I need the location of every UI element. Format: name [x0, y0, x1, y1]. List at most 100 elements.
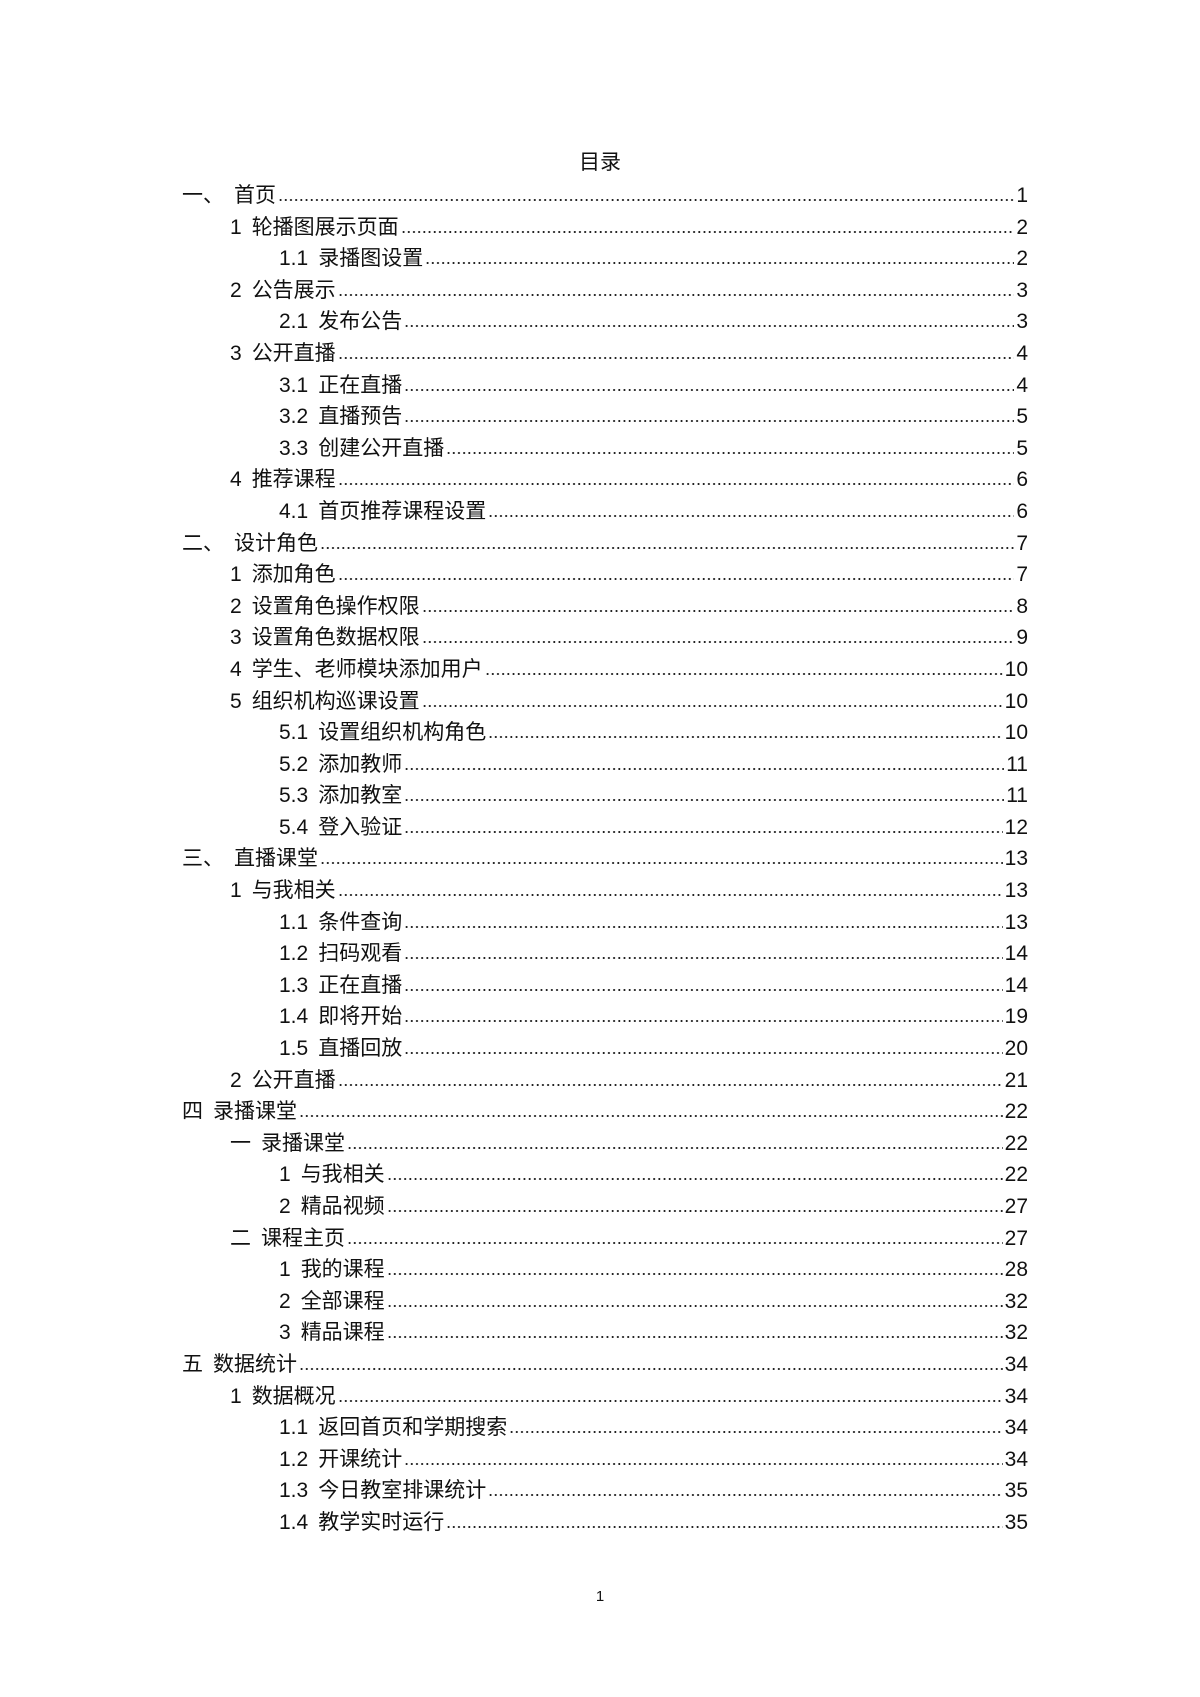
toc-entry[interactable]: 一、 首页 1 [182, 180, 1028, 212]
toc-entry[interactable]: 5.2 添加教师 11 [182, 749, 1028, 781]
toc-entry-page: 28 [1004, 1258, 1028, 1282]
toc-entry-page: 5 [1016, 436, 1028, 460]
toc-entry[interactable]: 1 轮播图展示页面 2 [182, 212, 1028, 244]
toc-entry[interactable]: 3 设置角色数据权限 9 [182, 622, 1028, 654]
toc-entry-number: 1 [279, 1163, 291, 1187]
dot-leader [347, 1240, 1003, 1245]
toc-entry[interactable]: 1.4 即将开始 19 [182, 1001, 1028, 1033]
toc-entry-text: 我的课程 [300, 1258, 385, 1282]
toc-entry[interactable]: 1 数据概况 34 [182, 1381, 1028, 1413]
dot-leader [386, 1272, 1003, 1277]
toc-entry[interactable]: 3.3 创建公开直播 5 [182, 433, 1028, 465]
dot-leader [446, 1524, 1003, 1529]
toc-entry-number: 5.1 [279, 721, 309, 745]
dot-leader [488, 1493, 1003, 1498]
dot-leader [488, 735, 1003, 740]
toc-entry-number: 1.4 [279, 1005, 309, 1029]
toc-entry[interactable]: 2 公告展示 3 [182, 275, 1028, 307]
toc-entry-text: 添加教师 [318, 752, 403, 776]
toc-entry[interactable]: 3.1 正在直播 4 [182, 370, 1028, 402]
toc-entry[interactable]: 1 我的课程 28 [182, 1254, 1028, 1286]
toc-entry-text: 即将开始 [318, 1005, 403, 1029]
toc-entry-number: 一、 [182, 184, 224, 207]
toc-entry[interactable]: 4.1 首页推荐课程设置 6 [182, 496, 1028, 528]
toc-entry[interactable]: 1.2 开课统计 34 [182, 1444, 1028, 1476]
dot-leader [484, 671, 1003, 676]
toc-entry[interactable]: 2.1 发布公告 3 [182, 306, 1028, 338]
dot-leader [386, 1303, 1003, 1308]
toc-entry[interactable]: 五数据统计 34 [182, 1349, 1028, 1381]
toc-entry-page: 1 [1016, 184, 1028, 207]
toc-entry[interactable]: 4 学生、老师模块添加用户 10 [182, 654, 1028, 686]
toc-entry[interactable]: 2 全部课程 32 [182, 1286, 1028, 1318]
toc-entry[interactable]: 1.1 条件查询 13 [182, 907, 1028, 939]
toc-entry[interactable]: 3 精品课程 32 [182, 1317, 1028, 1349]
toc-entry-page: 4 [1016, 373, 1028, 397]
toc-entry-text: 全部课程 [300, 1289, 385, 1313]
toc-entry-page: 35 [1004, 1479, 1028, 1503]
toc-entry-text: 公开直播 [251, 1068, 336, 1092]
toc-entry-number: 3.2 [279, 405, 309, 429]
toc-entry-page: 32 [1004, 1289, 1028, 1313]
dot-leader [337, 1082, 1003, 1087]
dot-leader [386, 1335, 1003, 1340]
dot-leader [320, 861, 1003, 866]
toc-entry-text: 数据统计 [213, 1352, 297, 1376]
toc-entry[interactable]: 1.3 正在直播 14 [182, 970, 1028, 1002]
toc-entry[interactable]: 4 推荐课程 6 [182, 464, 1028, 496]
toc-entry-page: 10 [1004, 657, 1028, 681]
toc-entry[interactable]: 三、 直播课堂 13 [182, 843, 1028, 875]
toc-entry-text: 开课统计 [318, 1447, 403, 1471]
toc-entry[interactable]: 四录播课堂 22 [182, 1096, 1028, 1128]
dot-leader [404, 1461, 1003, 1466]
toc-entry-text: 今日教室排课统计 [318, 1479, 487, 1503]
toc-entry[interactable]: 1.2 扫码观看 14 [182, 938, 1028, 970]
toc-entry-text: 设置角色数据权限 [251, 626, 420, 650]
toc-entry-page: 34 [1004, 1416, 1028, 1440]
toc-entry[interactable]: 5.3 添加教室 11 [182, 780, 1028, 812]
toc-entry-text: 推荐课程 [251, 468, 336, 492]
toc-entry[interactable]: 2 设置角色操作权限 8 [182, 591, 1028, 623]
toc-entry-number: 5 [230, 689, 242, 713]
toc-entry[interactable]: 1 与我相关 13 [182, 875, 1028, 907]
toc-entry[interactable]: 1.5 直播回放 20 [182, 1033, 1028, 1065]
toc-entry-page: 14 [1004, 942, 1028, 966]
toc-entry[interactable]: 2 精品视频 27 [182, 1191, 1028, 1223]
toc-entry[interactable]: 2 公开直播 21 [182, 1065, 1028, 1097]
toc-entry[interactable]: 1.1 录播图设置 2 [182, 243, 1028, 275]
toc-entry-number: 2 [279, 1195, 291, 1218]
toc-entry[interactable]: 5.1 设置组织机构角色 10 [182, 717, 1028, 749]
dot-leader [404, 956, 1003, 961]
dot-leader [337, 893, 1003, 898]
toc-entry-page: 19 [1004, 1005, 1028, 1029]
toc-entry-page: 34 [1004, 1384, 1028, 1408]
toc-entry[interactable]: 二课程主页 27 [182, 1223, 1028, 1255]
toc-entry-number: 一 [230, 1131, 251, 1155]
dot-leader [404, 987, 1003, 992]
toc-entry-text: 设置角色操作权限 [251, 594, 420, 618]
toc-entry-text: 课程主页 [261, 1226, 345, 1250]
toc-entry-number: 二 [230, 1226, 251, 1250]
toc-entry[interactable]: 1 添加角色 7 [182, 559, 1028, 591]
toc-entry[interactable]: 5 组织机构巡课设置 10 [182, 686, 1028, 718]
toc-entry-text: 返回首页和学期搜索 [318, 1416, 508, 1440]
toc-entry[interactable]: 5.4 登入验证 12 [182, 812, 1028, 844]
toc-entry-page: 8 [1016, 594, 1028, 618]
toc-entry-page: 5 [1016, 405, 1028, 429]
toc-entry[interactable]: 1.3 今日教室排课统计 35 [182, 1475, 1028, 1507]
toc-entry[interactable]: 3 公开直播 4 [182, 338, 1028, 370]
toc-entry[interactable]: 1.4 教学实时运行 35 [182, 1507, 1028, 1539]
toc-entry-number: 1.3 [279, 973, 309, 997]
toc-entry-number: 1.5 [279, 1037, 309, 1061]
toc-entry[interactable]: 1 与我相关 22 [182, 1159, 1028, 1191]
toc-entry[interactable]: 一录播课堂 22 [182, 1128, 1028, 1160]
toc-entry[interactable]: 二、 设计角色 7 [182, 528, 1028, 560]
toc-entry-number: 4 [230, 468, 242, 492]
dot-leader [425, 261, 1014, 266]
toc-entry-number: 1.1 [279, 247, 309, 271]
toc-entry[interactable]: 3.2 直播预告 5 [182, 401, 1028, 433]
toc-entry-number: 2 [230, 1068, 242, 1092]
toc-entry[interactable]: 1.1 返回首页和学期搜索 34 [182, 1412, 1028, 1444]
toc-entry-number: 5.3 [279, 784, 309, 808]
toc-entry-number: 三、 [182, 847, 224, 871]
